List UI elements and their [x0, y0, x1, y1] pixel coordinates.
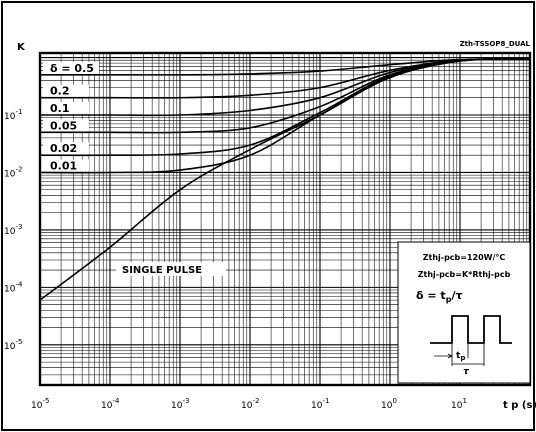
- single-pulse-label-box: [116, 262, 226, 276]
- series-label-text: 0.01: [50, 159, 77, 172]
- series-line-0: [40, 58, 531, 76]
- series-label-4: 0.02: [43, 142, 89, 155]
- inset-line-1: Zthj-pcb=120W/°C: [423, 253, 506, 262]
- series-label-text: δ = 0.5: [50, 62, 94, 75]
- inset-box: [397, 241, 531, 384]
- series-line-1: [40, 58, 531, 99]
- inset-line-2: Zthj-pcb=K*Rthj-pcb: [418, 270, 511, 279]
- series-label-text: 0.05: [50, 119, 77, 132]
- y-tick-label: 10-5: [4, 338, 22, 352]
- curve-labels: δ = 0.5 0.2 0.1 0.05 0.02 0.01: [43, 62, 99, 172]
- y-tick-labels: 10-1 10-2 10-3 10-4 10-5: [4, 108, 23, 352]
- y-tick-label: 10-3: [4, 223, 22, 237]
- inset-delta-formula: δ = tp/τ: [416, 289, 462, 304]
- grid: [39, 53, 530, 386]
- tp-arrow-head: [447, 353, 453, 359]
- y-tick-label: 10-4: [4, 280, 23, 294]
- x-axis-label: t p (s): [503, 400, 536, 411]
- series-label-0: δ = 0.5: [43, 62, 99, 75]
- series-line-6: [39, 58, 531, 301]
- series-label-text: 0.02: [50, 142, 77, 155]
- x-tick-label: 10-4: [101, 397, 120, 411]
- series-label-1: 0.2: [43, 84, 89, 98]
- pulse-waveform: [430, 315, 512, 344]
- series-label-text: 0.1: [50, 102, 70, 115]
- series-label-text: 0.2: [50, 85, 70, 98]
- x-tick-labels: 10-5 10-4 10-3 10-2 10-1 100 101: [31, 397, 467, 411]
- series-label-bg: [43, 84, 89, 97]
- series-label-5: 0.01: [43, 159, 89, 172]
- x-tick-label: 101: [451, 397, 467, 411]
- series-label-bg: [43, 142, 89, 155]
- y-tick-label: 10-1: [4, 108, 22, 122]
- series-line-2: [39, 57, 531, 117]
- series-label-bg: [43, 119, 89, 132]
- inset-legend: Zthj-pcb=120W/°C Zthj-pcb=K*Rthj-pcb δ =…: [397, 241, 531, 384]
- series-label-2: 0.1: [43, 102, 89, 115]
- inset-tp-label: tp: [456, 351, 465, 362]
- x-tick-label: 10-3: [171, 397, 189, 411]
- y-axis-label: K: [17, 42, 26, 53]
- series-line-3: [40, 58, 531, 134]
- series-label-bg: [43, 61, 99, 74]
- x-tick-label: 10-2: [241, 397, 259, 411]
- inset-tau-label: τ: [463, 367, 469, 377]
- x-tick-label: 10-5: [31, 397, 49, 411]
- x-tick-label: 100: [381, 397, 397, 411]
- series-label-bg: [43, 159, 89, 172]
- series-label-3: 0.05: [43, 119, 89, 132]
- single-pulse-label: SINGLE PULSE: [122, 265, 202, 276]
- x-tick-label: 10-1: [311, 397, 329, 411]
- plot-border: [38, 51, 532, 387]
- y-tick-label: 10-2: [4, 165, 22, 179]
- series-label-bg: [43, 102, 89, 115]
- curves: [39, 57, 531, 301]
- chart-title: Zth-TSSOP8_DUAL: [460, 40, 531, 48]
